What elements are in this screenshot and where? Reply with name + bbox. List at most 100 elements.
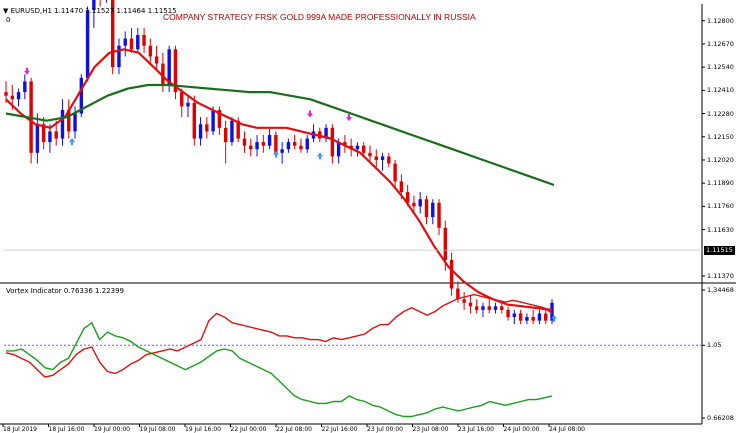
zero-label: 0: [6, 16, 11, 24]
candle-body: [292, 142, 297, 146]
candle-body: [443, 227, 448, 260]
up-arrow-icon: [273, 150, 279, 158]
time-tick-label: 19 Jul 16:00: [185, 426, 221, 433]
price-tick-label: 1.12670: [707, 39, 734, 48]
candle-body: [368, 152, 372, 157]
indicator-tick-label: 1.34468: [707, 286, 734, 294]
candle-body: [456, 288, 460, 300]
candle-body: [123, 38, 127, 46]
price-tick-label: 1.12150: [707, 132, 734, 141]
candle-body: [399, 181, 404, 193]
candle-body: [487, 306, 491, 310]
candle-body: [92, 0, 96, 10]
candle-body: [387, 156, 391, 164]
candle-body: [217, 109, 222, 128]
candle-body: [305, 138, 309, 150]
candle-body: [412, 202, 416, 207]
candle-body: [418, 199, 422, 207]
indicator-tick-label: 0.66208: [707, 414, 734, 422]
candle-body: [161, 63, 165, 85]
down-arrow-icon: [24, 67, 30, 75]
candle-body: [405, 192, 410, 203]
candle-body: [242, 138, 247, 146]
current-price-tag: 1.11515: [704, 245, 735, 255]
candle-body: [54, 131, 58, 139]
candle-body: [67, 109, 71, 132]
candle-body: [73, 113, 77, 132]
price-tick-label: 1.12800: [707, 16, 734, 25]
indicator-marks: [4, 293, 702, 418]
time-tick-label: 22 Jul 16:00: [321, 426, 358, 433]
candle-body: [148, 45, 153, 57]
candle-body: [129, 38, 134, 50]
candle-body: [493, 306, 498, 310]
chart-header: ▼ EURUSD,H1 1.11470 1.11527 1.11464 1.11…: [3, 7, 177, 15]
candle-body: [525, 317, 529, 321]
candle-body: [23, 81, 27, 93]
candle-body: [274, 134, 278, 153]
vi-plus-line: [6, 322, 553, 418]
symbol-label: EURUSD,H1: [10, 7, 52, 15]
candle-body: [267, 134, 272, 146]
candle-body: [205, 124, 209, 132]
candle-body: [79, 77, 84, 114]
candle-body: [449, 259, 454, 289]
candle-body: [4, 92, 8, 96]
ohlc-label: 1.11470 1.11527 1.11464 1.11515: [54, 7, 177, 15]
candle-body: [41, 124, 46, 143]
time-tick-label: 18 Jul 16:00: [48, 426, 85, 433]
candle-body: [10, 95, 14, 100]
candle-body: [380, 156, 385, 160]
candle-body: [531, 317, 535, 321]
candle-body: [180, 92, 184, 107]
candle-body: [336, 142, 341, 157]
candle-body: [481, 306, 485, 310]
price-tick-label: 1.12280: [707, 109, 734, 118]
indicator-tick-label: 1.05: [707, 341, 722, 350]
candle-body: [136, 34, 140, 50]
time-tick-label: 23 Jul 16:00: [458, 426, 494, 433]
candle-body: [437, 202, 441, 228]
candle-body: [537, 313, 542, 321]
time-tick-label: 22 Jul 00:00: [230, 426, 267, 433]
candle-body: [186, 102, 190, 107]
candle-body: [236, 120, 240, 139]
axes-frame: [0, 4, 736, 427]
time-tick-label: 24 Jul 00:00: [503, 426, 540, 433]
down-arrow-icon: [346, 114, 352, 122]
vi-minus-line: [5, 293, 553, 378]
candle-body: [211, 109, 215, 132]
price-tick-label: 1.12410: [707, 86, 734, 95]
down-arrow-icon: [307, 110, 313, 118]
time-tick-label: 22 Jul 08:00: [276, 426, 312, 433]
price-tick-label: 1.12020: [707, 155, 734, 164]
candle-body: [249, 145, 253, 150]
candle-body: [324, 127, 328, 139]
fast-ma-line: [5, 48, 553, 311]
candle-body: [48, 131, 52, 143]
candle-body: [343, 142, 347, 146]
candle-body: [474, 306, 479, 310]
candle-body: [424, 199, 429, 218]
candle-body: [117, 45, 121, 68]
candle-body: [154, 56, 159, 64]
candle-body: [192, 102, 196, 139]
candle-body: [60, 109, 65, 139]
indicator-label: Vortex Indicator 0.76336 1.22399: [6, 287, 124, 295]
chart-title: COMPANY STRATEGY FRSK GOLD 999A MADE PRO…: [163, 12, 476, 22]
candle-body: [299, 145, 303, 150]
candle-body: [110, 0, 115, 68]
up-arrow-icon: [317, 152, 323, 160]
price-tick-label: 1.11630: [707, 225, 734, 234]
price-tick-label: 1.12540: [707, 63, 734, 72]
price-marks: [4, 0, 702, 325]
time-tick-label: 23 Jul 00:00: [367, 426, 403, 433]
candle-body: [173, 49, 178, 93]
up-arrow-icon: [551, 314, 557, 322]
candle-body: [255, 142, 259, 150]
candle-body: [374, 156, 378, 160]
candle-body: [35, 124, 40, 153]
candle-body: [85, 10, 90, 78]
